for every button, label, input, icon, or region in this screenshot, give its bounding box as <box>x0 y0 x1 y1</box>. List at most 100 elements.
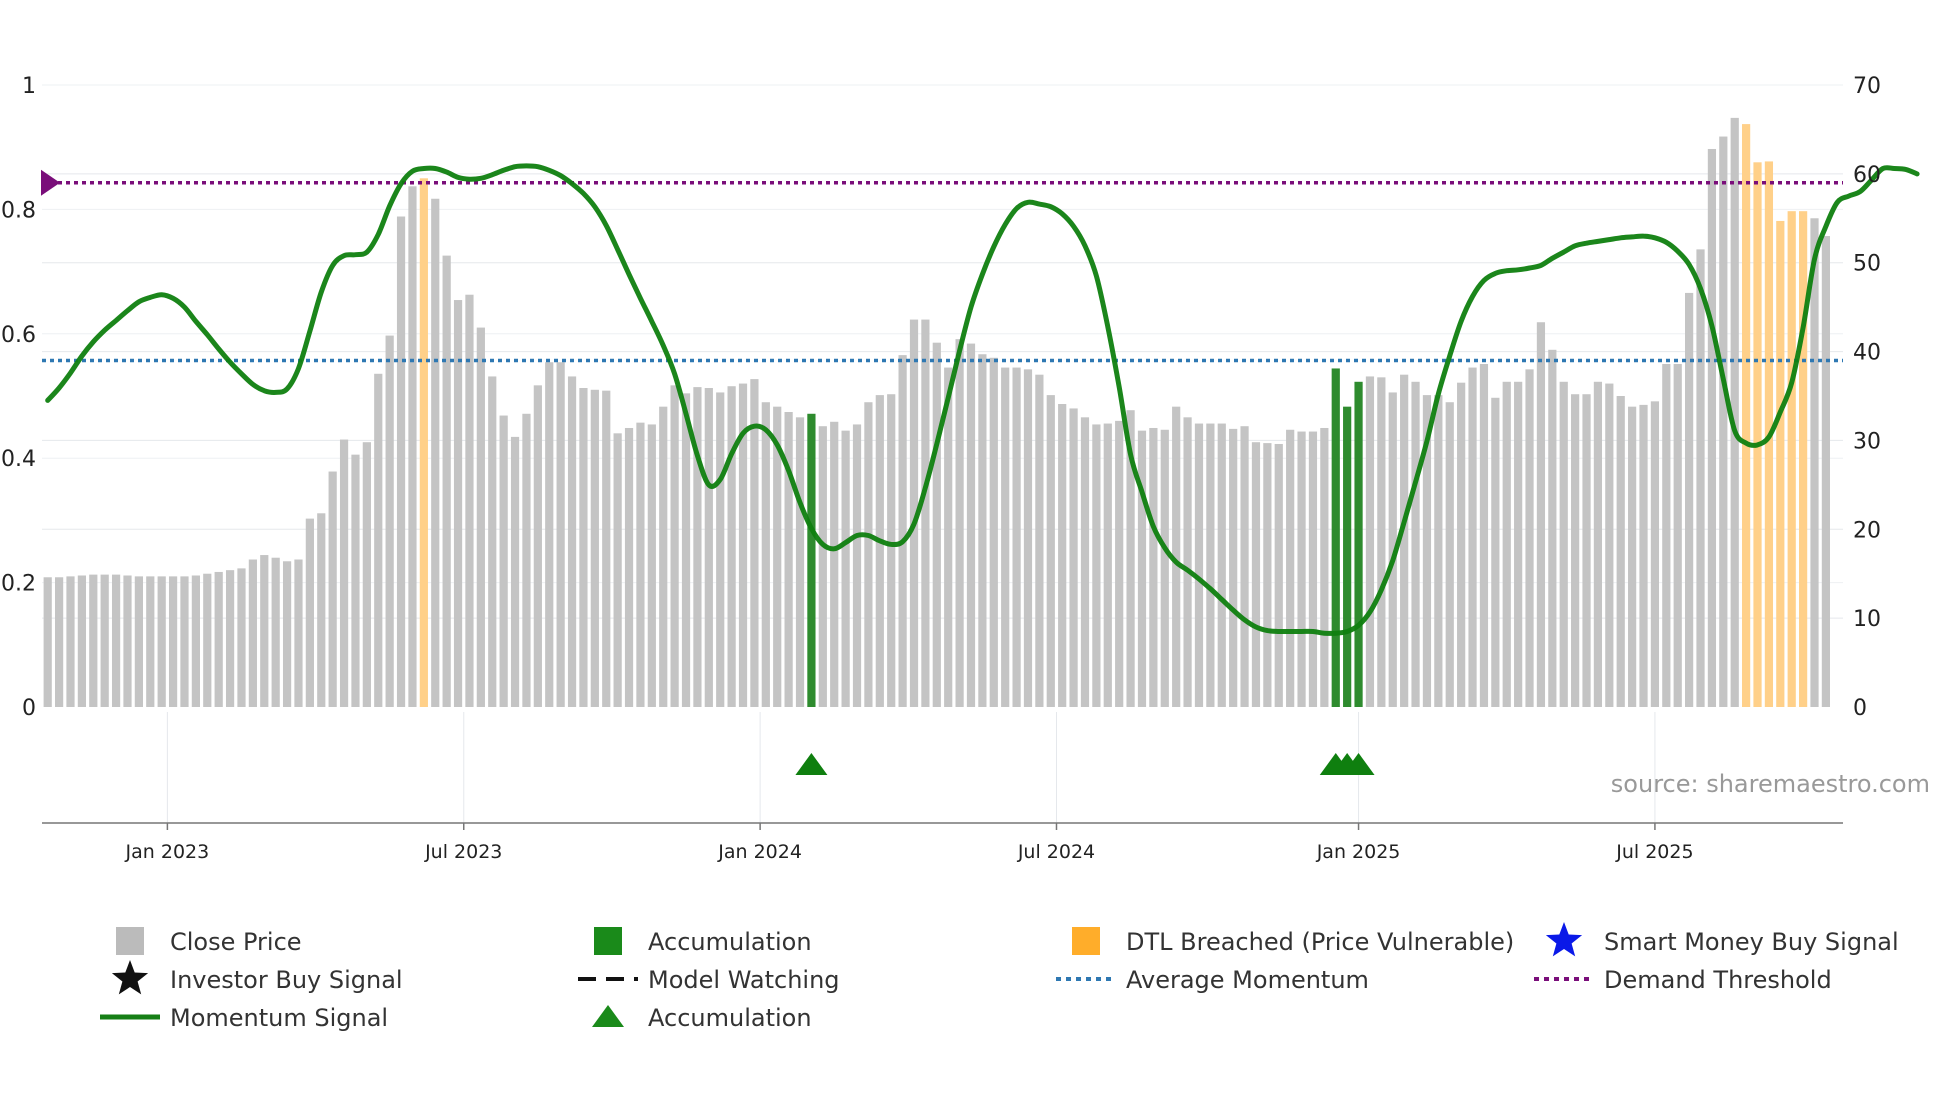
close-price-bar <box>180 576 189 707</box>
close-price-bar <box>1662 364 1671 707</box>
dtl-breached-bar <box>1799 211 1808 708</box>
close-price-bar <box>396 216 406 707</box>
y-right-tick-label: 20 <box>1853 518 1881 543</box>
close-price-bar <box>351 454 360 707</box>
close-price-bar <box>339 439 349 707</box>
close-price-bar <box>100 574 109 707</box>
close-price-bar <box>1400 374 1409 707</box>
legend-square-icon <box>116 927 144 955</box>
close-price-bar <box>1263 443 1272 707</box>
close-price-bar <box>647 424 656 707</box>
close-price-bar <box>613 433 622 707</box>
y-right-tick-label: 70 <box>1853 74 1881 99</box>
close-price-bar <box>1514 381 1523 707</box>
close-price-bar <box>1422 395 1432 707</box>
legend-label: Investor Buy Signal <box>170 966 403 994</box>
dtl-breached-bar <box>1787 211 1796 708</box>
close-price-bar <box>1320 427 1329 707</box>
legend-item: Smart Money Buy Signal <box>1545 922 1899 957</box>
dtl-breached-bar <box>1776 220 1785 708</box>
close-price-bar <box>1001 367 1010 707</box>
close-price-bar <box>1308 431 1318 707</box>
x-tick-label: Jan 2025 <box>1316 841 1401 863</box>
close-price-bar <box>362 442 371 707</box>
close-price-bar <box>1286 429 1295 707</box>
close-price-bar <box>1035 374 1044 707</box>
close-price-bar <box>248 559 257 707</box>
legend-label: Accumulation <box>648 928 812 956</box>
y-right-tick-label: 10 <box>1853 607 1881 632</box>
close-price-bar <box>1445 402 1454 707</box>
close-price-bar <box>556 362 565 707</box>
y-left-tick-label: 0 <box>22 696 36 721</box>
close-price-bar <box>1206 423 1215 707</box>
accumulation-bar <box>807 413 816 707</box>
legend-item: Momentum Signal <box>100 1004 388 1032</box>
x-tick-label: Jan 2024 <box>717 841 802 863</box>
y-right-tick-label: 0 <box>1853 696 1867 721</box>
close-price-bar <box>1080 417 1090 707</box>
legend-item: Demand Threshold <box>1534 966 1832 994</box>
close-price-bar <box>1685 292 1694 707</box>
dtl-breached-bar <box>1753 162 1762 707</box>
close-price-bar <box>1821 236 1831 708</box>
close-price-bar <box>864 402 873 707</box>
close-price-bar <box>533 385 542 707</box>
close-price-bar <box>1696 249 1705 707</box>
close-price-bar <box>1707 148 1717 707</box>
close-price-bar <box>66 576 75 707</box>
close-price-bar <box>966 343 976 707</box>
close-price-bar <box>716 392 725 707</box>
close-price-bar <box>1183 417 1192 707</box>
close-price-bar <box>659 406 668 707</box>
close-price-bar <box>978 354 987 707</box>
close-price-bar <box>1559 381 1568 707</box>
close-price-bar <box>499 415 508 707</box>
close-price-bar <box>1126 410 1135 707</box>
close-price-bar <box>488 376 497 707</box>
close-price-bar <box>989 357 998 707</box>
close-price-bar <box>681 393 691 707</box>
close-price-bar <box>852 424 862 707</box>
close-price-bar <box>944 367 953 707</box>
y-right-tick-label: 50 <box>1853 252 1881 277</box>
x-tick-label: Jul 2024 <box>1017 841 1095 863</box>
legend-label: DTL Breached (Price Vulnerable) <box>1126 928 1514 956</box>
close-price-bar <box>1103 423 1112 707</box>
close-price-bar <box>1229 428 1238 707</box>
legend-label: Demand Threshold <box>1604 966 1832 994</box>
accumulation-bar <box>1331 368 1340 707</box>
close-price-bar <box>1092 424 1101 707</box>
x-tick-label: Jul 2023 <box>424 841 502 863</box>
y-left-tick-label: 0.8 <box>1 198 36 223</box>
close-price-bar <box>875 395 884 707</box>
x-tick-label: Jul 2025 <box>1615 841 1693 863</box>
legend-item: Model Watching <box>578 966 840 994</box>
close-price-bar <box>260 555 269 707</box>
close-price-bar <box>317 513 326 707</box>
legend-label: Average Momentum <box>1126 966 1369 994</box>
close-price-bar <box>54 577 64 707</box>
close-price-bar <box>1149 427 1158 707</box>
close-price-bar <box>89 574 98 707</box>
y-left-tick-label: 0.4 <box>1 447 36 472</box>
close-price-bar <box>1673 364 1682 707</box>
close-price-bar <box>1479 364 1489 707</box>
close-price-bar <box>271 557 280 707</box>
close-price-bar <box>567 376 577 707</box>
demand-threshold-marker <box>41 169 60 196</box>
close-price-bar <box>1377 377 1386 707</box>
close-price-bar <box>43 577 52 707</box>
close-price-bar <box>773 406 782 707</box>
close-price-bar <box>727 386 736 707</box>
close-price-bar <box>1525 369 1534 707</box>
close-price-bar <box>830 421 839 707</box>
close-price-bar <box>214 571 223 707</box>
legend-square-icon <box>594 927 622 955</box>
close-price-bar <box>1046 395 1055 707</box>
close-price-bar <box>1719 136 1728 708</box>
close-price-bar <box>1571 394 1580 707</box>
close-price-bar <box>1160 429 1169 707</box>
close-price-bars <box>43 117 1831 708</box>
close-price-bar <box>1628 406 1637 707</box>
